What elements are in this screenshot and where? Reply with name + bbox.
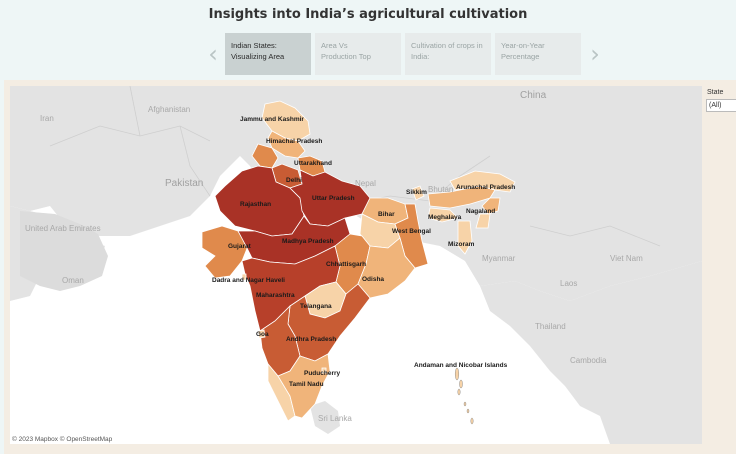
story-point-2-line2: Production Top: [321, 52, 371, 61]
story-point-4-line1: Year-on-Year: [501, 41, 545, 50]
label-uae: United Arab Emirates: [25, 224, 101, 233]
state-label-madhya-pradesh: Madhya Pradesh: [282, 238, 334, 245]
label-sri-lanka: Sri Lanka: [318, 414, 352, 423]
state-label-west-bengal: West Bengal: [392, 228, 431, 235]
state-label-chhattisgarh: Chhattisgarh: [326, 261, 366, 268]
southeast-asia-landmass: [480, 261, 702, 444]
state-label-uttarakhand: Uttarakhand: [294, 160, 332, 167]
state-tamil-nadu[interactable]: [277, 353, 331, 419]
label-nepal: Nepal: [355, 179, 376, 188]
state-label-puducherry: Puducherry: [304, 370, 341, 377]
state-sikkim[interactable]: [411, 185, 425, 201]
state-label-tamil-nadu: Tamil Nadu: [289, 381, 324, 388]
state-label-meghalaya: Meghalaya: [428, 214, 462, 221]
state-label-goa: Goa: [256, 331, 269, 338]
state-label-uttar-pradesh: Uttar Pradesh: [312, 195, 355, 202]
state-label-odisha: Odisha: [362, 276, 384, 283]
arabia-landmass: [20, 211, 108, 291]
state-arunachal-pradesh[interactable]: [449, 170, 516, 193]
state-filter-dropdown[interactable]: (All): [706, 99, 736, 112]
state-dadra-nagar-haveli[interactable]: [241, 273, 247, 281]
label-laos: Laos: [560, 279, 577, 288]
state-manipur[interactable]: [475, 213, 491, 229]
state-goa[interactable]: [257, 329, 266, 339]
label-afghanistan: Afghanistan: [148, 105, 190, 114]
state-label-andhra: Andhra Pradesh: [286, 336, 336, 343]
chevron-left-icon[interactable]: ‹: [208, 40, 218, 68]
story-point-2[interactable]: Area Vs Production Top: [315, 33, 401, 75]
story-point-1-line1: Indian States:: [231, 41, 277, 50]
state-nagaland[interactable]: [481, 197, 501, 215]
state-filter-title: State: [707, 89, 724, 96]
label-thailand: Thailand: [535, 322, 566, 331]
label-iran: Iran: [40, 114, 54, 123]
country-border-lines: [49, 86, 211, 197]
story-point-4[interactable]: Year-on-Year Percentage: [495, 33, 581, 75]
story-point-4-line2: Percentage: [501, 52, 540, 61]
state-label-maharashtra: Maharashtra: [256, 292, 295, 299]
state-label-andaman: Andaman and Nicobar Islands: [414, 362, 508, 369]
india-map[interactable]: Iran Afghanistan Pakistan China Nepal Bh…: [10, 86, 702, 444]
andaman-nicobar-islands[interactable]: [455, 367, 474, 425]
state-label-himachal: Himachal Pradesh: [266, 138, 322, 145]
dashboard-title: Insights into India’s agricultural culti…: [208, 7, 528, 22]
state-label-telangana: Telangana: [300, 303, 332, 310]
map-canvas: Iran Afghanistan Pakistan China Nepal Bh…: [10, 86, 702, 444]
story-point-2-line1: Area Vs: [321, 41, 348, 50]
chevron-right-icon[interactable]: ›: [590, 40, 600, 68]
state-label-delhi: Delhi: [286, 177, 302, 184]
label-myanmar: Myanmar: [482, 254, 516, 263]
state-label-jammu-kashmir: Jammu and Kashmir: [240, 116, 304, 123]
label-bhutan: Bhutan: [428, 185, 453, 194]
state-label-rajasthan: Rajasthan: [240, 201, 271, 208]
state-label-sikkim: Sikkim: [406, 189, 427, 196]
story-point-3[interactable]: Cultivation of crops in India:: [405, 33, 491, 75]
label-china: China: [520, 90, 547, 101]
story-point-1-line2: Visualizing Area: [231, 52, 285, 61]
state-label-mizoram: Mizoram: [448, 241, 475, 248]
map-attribution[interactable]: © 2023 Mapbox © OpenStreetMap: [12, 436, 113, 443]
state-meghalaya[interactable]: [427, 207, 459, 223]
sri-lanka-island: [310, 401, 340, 434]
label-oman: Oman: [62, 276, 84, 285]
label-vietnam: Viet Nam: [610, 254, 643, 263]
state-gujarat[interactable]: [201, 225, 249, 279]
state-label-gujarat: Gujarat: [228, 243, 252, 250]
story-point-3-line2: India:: [411, 52, 430, 61]
story-point-1[interactable]: Indian States: Visualizing Area: [225, 33, 311, 75]
state-puducherry[interactable]: [321, 367, 327, 374]
label-cambodia: Cambodia: [570, 356, 607, 365]
state-tripura-mizoram[interactable]: [457, 220, 473, 255]
state-jammu-kashmir[interactable]: [261, 100, 311, 142]
state-label-dadra: Dadra and Nagar Haveli: [212, 277, 285, 284]
state-label-arunachal: Arunachal Pradesh: [456, 184, 515, 191]
story-point-3-line1: Cultivation of crops in: [411, 41, 483, 50]
state-label-bihar: Bihar: [378, 211, 395, 218]
label-pakistan: Pakistan: [165, 178, 203, 189]
state-label-nagaland: Nagaland: [466, 208, 495, 215]
